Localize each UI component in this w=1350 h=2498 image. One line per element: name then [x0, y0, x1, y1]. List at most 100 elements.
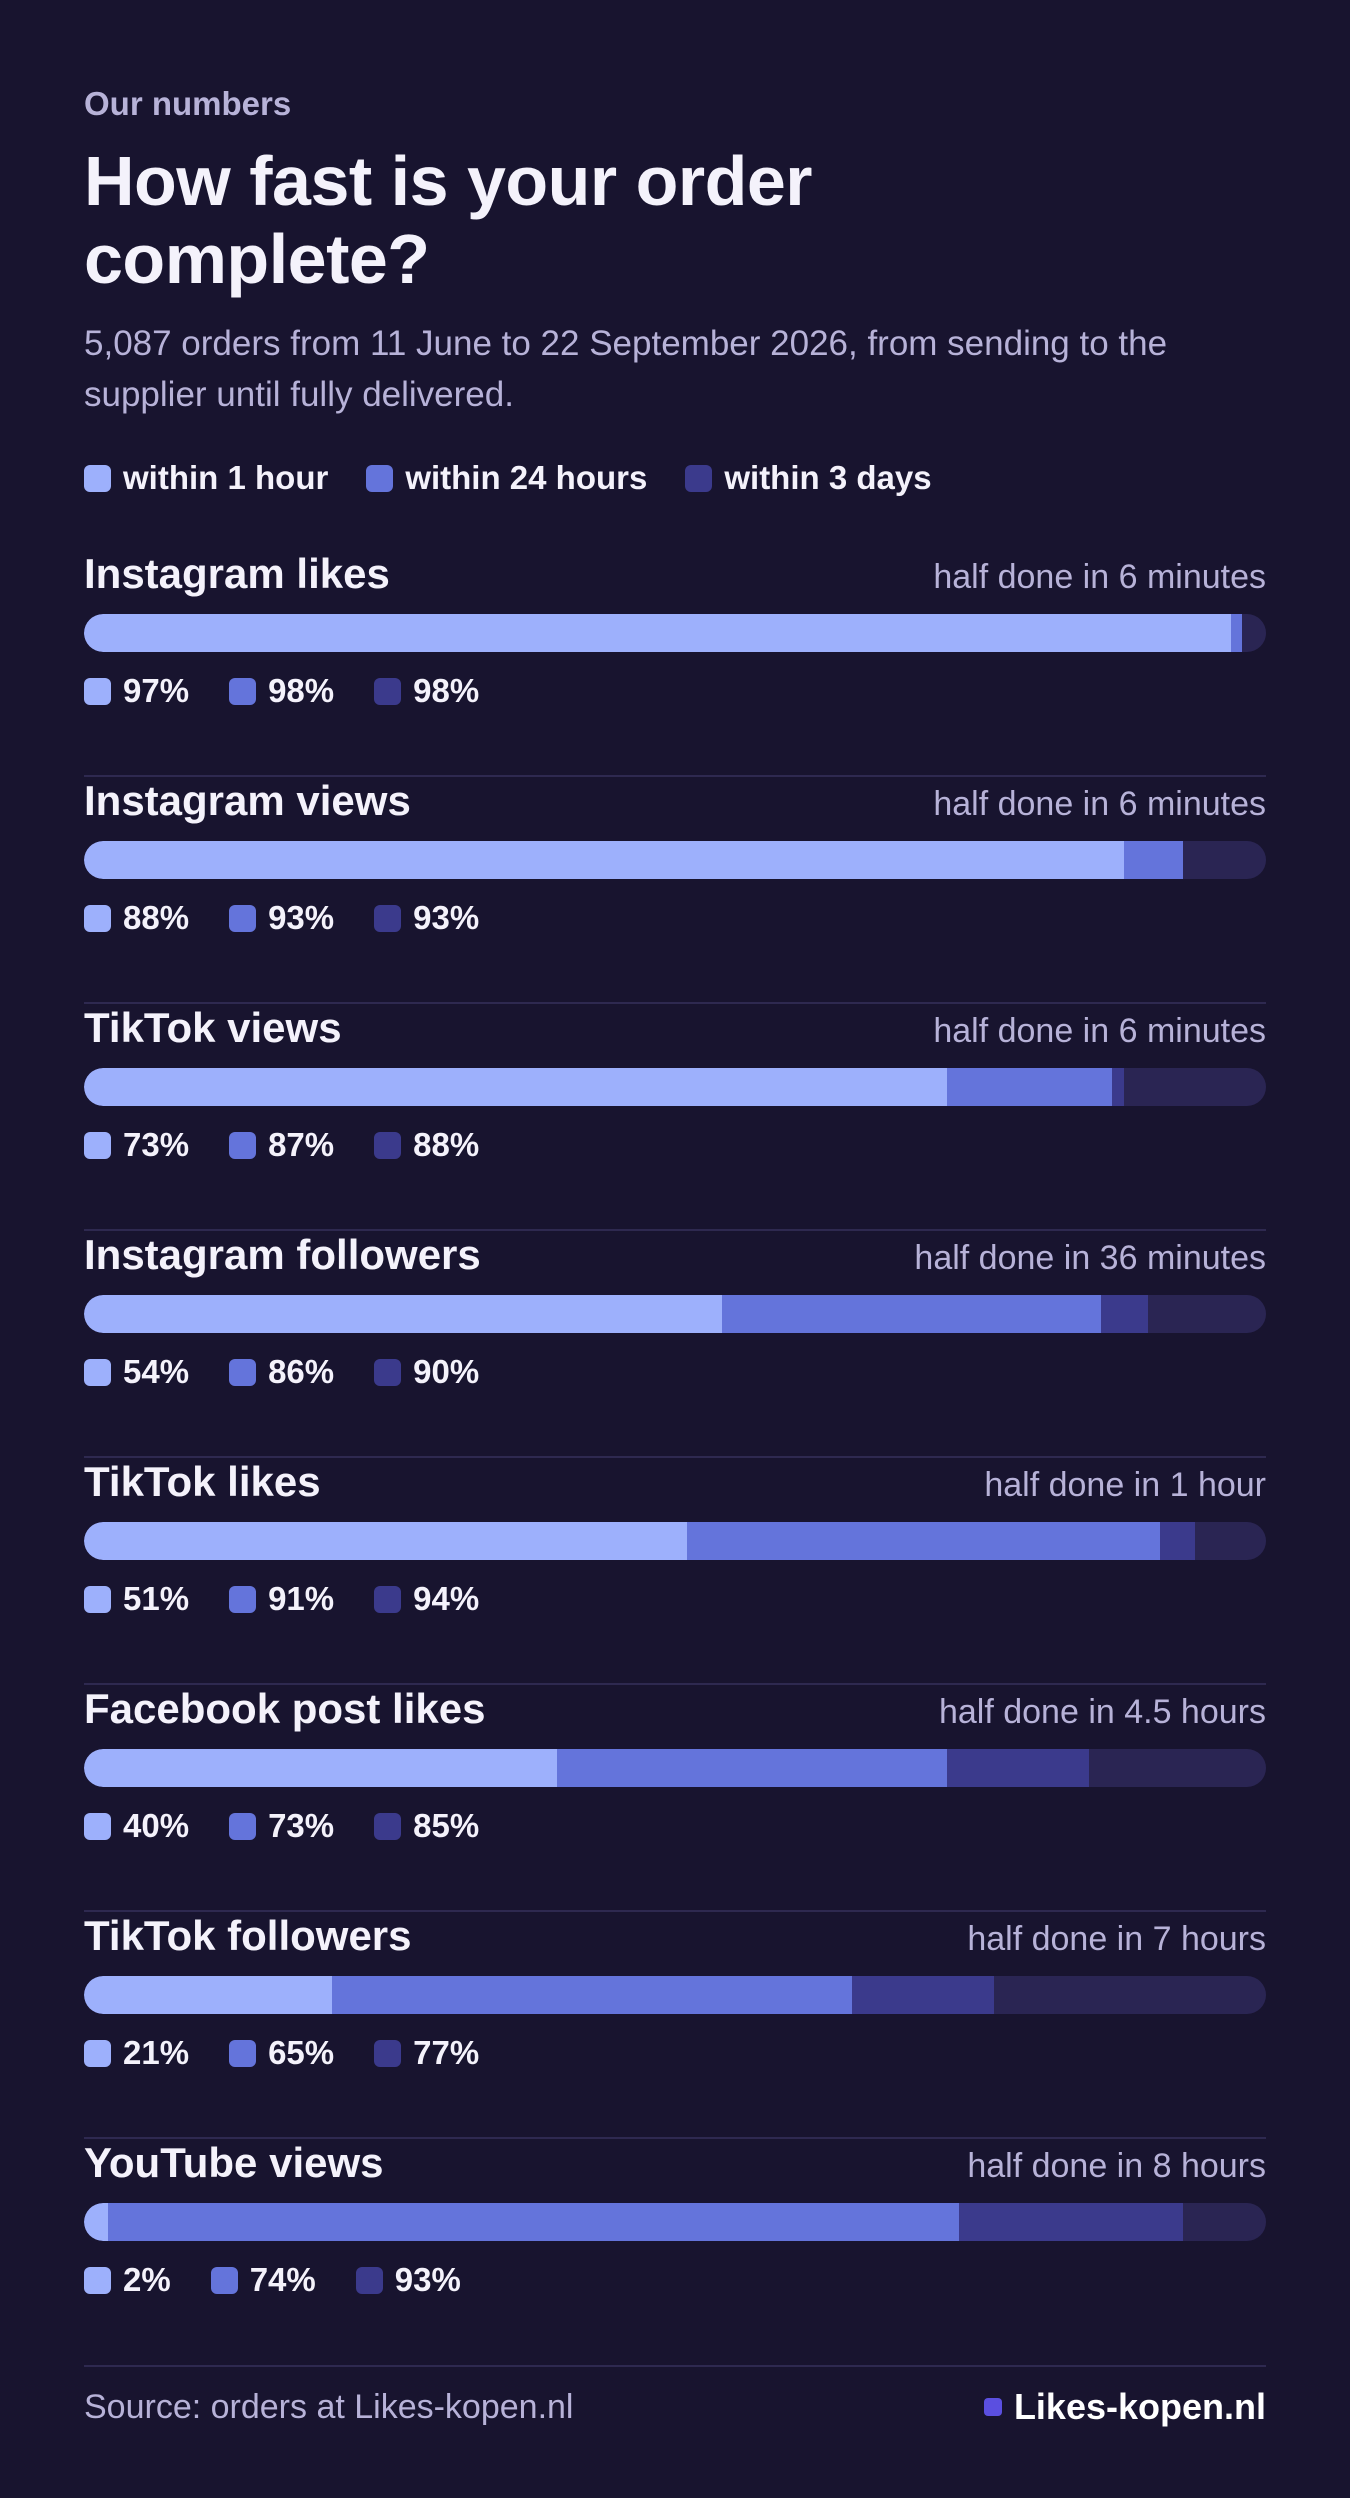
value-text: 93% — [413, 899, 480, 936]
value-swatch-1h — [84, 1131, 111, 1159]
value-label-24h: 65% — [229, 2034, 334, 2072]
value-swatch-3d — [374, 1585, 402, 1613]
value-text: 90% — [413, 1353, 480, 1390]
bar-segment-1h — [84, 1068, 947, 1106]
chart-row: TikTok likes half done in 1 hour 51% 91% 94% — [84, 1458, 1266, 1685]
row-header: Instagram followers half done in 36 minut… — [84, 1231, 1266, 1281]
value-label-1h: 88% — [84, 899, 189, 937]
bar-segment-3d — [852, 1976, 995, 2014]
value-swatch-3d — [374, 2039, 402, 2067]
value-swatch-3d — [374, 1131, 402, 1159]
chart-row: Instagram views half done in 6 minutes 88%… — [84, 777, 1266, 1004]
value-swatch-24h — [229, 1131, 257, 1159]
category-label: Instagram followers — [84, 1231, 481, 1278]
category-label: Instagram views — [84, 777, 411, 824]
value-text: 21% — [123, 2034, 190, 2071]
bar-segment-3d — [958, 2203, 1184, 2241]
value-text: 87% — [268, 1126, 335, 1163]
chart-row: Instagram followers half done in 36 minut… — [84, 1231, 1266, 1458]
value-label-1h: 40% — [84, 1807, 189, 1845]
category-label: TikTok views — [84, 1004, 342, 1051]
value-label-3d: 85% — [374, 1807, 479, 1845]
value-swatch-3d — [374, 904, 402, 932]
half-done-label: half done in 1 hour — [984, 1466, 1266, 1504]
bar-segment-3d — [1159, 1522, 1196, 1560]
value-label-24h: 74% — [210, 2261, 316, 2299]
half-done-label: half done in 8 hours — [967, 2147, 1266, 2185]
value-labels: 97% 98% 98% — [84, 672, 1266, 710]
value-swatch-1h — [84, 2266, 111, 2294]
value-label-24h: 87% — [229, 1126, 334, 1164]
value-labels: 21% 65% 77% — [84, 2034, 1266, 2072]
half-done-label: half done in 6 minutes — [933, 558, 1266, 596]
half-done-label: half done in 6 minutes — [933, 1012, 1266, 1050]
legend-label-1h: within 1 hour — [123, 459, 329, 496]
value-labels: 51% 91% 94% — [84, 1580, 1266, 1618]
value-text: 51% — [123, 1580, 190, 1617]
value-label-1h: 73% — [84, 1126, 189, 1164]
bar-track — [84, 841, 1266, 879]
chart-title: How fast is your order complete? — [84, 142, 813, 298]
bar-segment-1h — [84, 1749, 557, 1787]
value-label-3d: 94% — [374, 1580, 479, 1618]
legend-swatch-24h — [366, 464, 394, 492]
value-text: 65% — [268, 2034, 335, 2071]
bar-segment-24h — [556, 1749, 947, 1787]
value-label-24h: 86% — [229, 1353, 334, 1391]
legend-label-3d: within 3 days — [724, 459, 932, 496]
value-labels: 2% 74% 93% — [84, 2261, 1266, 2299]
value-label-24h: 98% — [229, 672, 334, 710]
value-swatch-3d — [374, 1358, 402, 1386]
value-text: 93% — [268, 899, 335, 936]
value-text: 88% — [413, 1126, 480, 1163]
value-text: 98% — [268, 672, 335, 709]
chart-row: Facebook post likes half done in 4.5 hour… — [84, 1685, 1266, 1912]
category-label: Instagram likes — [84, 550, 390, 597]
value-label-3d: 93% — [355, 2261, 461, 2299]
bar-segment-1h — [84, 1522, 687, 1560]
value-label-1h: 54% — [84, 1353, 189, 1391]
row-header: Instagram views half done in 6 minutes — [84, 777, 1266, 827]
value-swatch-24h — [229, 904, 257, 932]
value-text: 73% — [268, 1807, 335, 1844]
legend: within 1 hour within 24 hours within 3 d… — [84, 458, 1266, 498]
footer: Source: orders at Likes-kopen.nl Likes-k… — [84, 2380, 1266, 2434]
legend-swatch-1h — [84, 464, 111, 492]
value-text: 74% — [249, 2261, 316, 2298]
value-text: 54% — [123, 1353, 190, 1390]
half-done-label: half done in 36 minutes — [914, 1239, 1266, 1277]
row-header: Instagram likes half done in 6 minutes — [84, 550, 1266, 600]
value-swatch-3d — [355, 2266, 383, 2294]
value-swatch-1h — [84, 1585, 111, 1613]
value-label-1h: 51% — [84, 1580, 189, 1618]
value-swatch-1h — [84, 2039, 111, 2067]
bar-segment-1h — [84, 1295, 723, 1333]
chart-row: Instagram likes half done in 6 minutes 97%… — [84, 550, 1266, 777]
value-text: 88% — [123, 899, 190, 936]
category-label: YouTube views — [84, 2139, 384, 2186]
bar-segment-24h — [332, 1976, 853, 2014]
row-header: TikTok likes half done in 1 hour — [84, 1458, 1266, 1508]
value-swatch-24h — [210, 2266, 238, 2294]
value-swatch-1h — [84, 677, 111, 705]
brand[interactable]: Likes-kopen.nl — [983, 2386, 1266, 2428]
value-text: 40% — [123, 1807, 190, 1844]
value-text: 97% — [123, 672, 190, 709]
chart-subtitle: 5,087 orders from 11 June to 22 Septembe… — [84, 324, 1168, 414]
value-label-3d: 77% — [374, 2034, 479, 2072]
legend-item-1h: within 1 hour — [84, 459, 328, 497]
value-text: 93% — [394, 2261, 461, 2298]
legend-item-24h: within 24 hours — [366, 459, 647, 497]
value-swatch-1h — [84, 904, 111, 932]
bar-track — [84, 1522, 1266, 1560]
value-label-1h: 97% — [84, 672, 189, 710]
chart-row: YouTube views half done in 8 hours 2% 74% 93… — [84, 2139, 1266, 2367]
value-text: 91% — [268, 1580, 335, 1617]
brand-label: Likes-kopen.nl — [1013, 2386, 1266, 2427]
value-swatch-24h — [229, 1358, 257, 1386]
value-text: 86% — [268, 1353, 335, 1390]
bar-track — [84, 614, 1266, 652]
value-label-3d: 98% — [374, 672, 479, 710]
value-text: 85% — [413, 1807, 480, 1844]
value-label-3d: 88% — [374, 1126, 479, 1164]
